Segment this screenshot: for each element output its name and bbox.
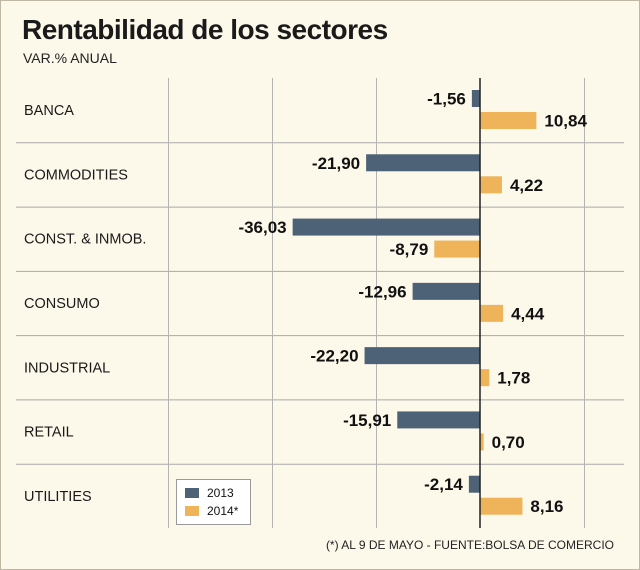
data-label: 8,16 bbox=[530, 497, 563, 516]
legend-swatch-2013 bbox=[185, 488, 199, 498]
bar bbox=[412, 282, 480, 300]
bar bbox=[468, 475, 480, 493]
category-label: BANCA bbox=[24, 103, 74, 119]
category-label: CONST. & INMOB. bbox=[24, 232, 146, 248]
chart-subtitle: VAR.% ANUAL bbox=[23, 50, 117, 66]
data-label: 4,44 bbox=[511, 304, 545, 323]
data-label: -1,56 bbox=[427, 90, 466, 109]
legend-swatch-2014 bbox=[185, 506, 199, 516]
category-label: RETAIL bbox=[24, 425, 74, 441]
bar bbox=[480, 176, 502, 194]
data-label: -21,90 bbox=[312, 154, 360, 173]
bar bbox=[480, 497, 523, 515]
bar bbox=[434, 240, 480, 258]
bar bbox=[480, 369, 490, 387]
legend-item-2013: 2013 bbox=[185, 486, 234, 500]
data-label: 10,84 bbox=[544, 112, 587, 131]
category-label: UTILITIES bbox=[24, 489, 92, 505]
bar bbox=[480, 112, 537, 129]
legend-label-2014: 2014* bbox=[207, 504, 239, 518]
category-label: COMMODITIES bbox=[24, 167, 128, 183]
chart-title: Rentabilidad de los sectores bbox=[22, 14, 388, 45]
category-label: INDUSTRIAL bbox=[24, 360, 110, 376]
bar bbox=[366, 154, 480, 172]
data-label: -36,03 bbox=[238, 218, 286, 237]
data-label: -8,79 bbox=[390, 240, 429, 259]
legend-item-2014: 2014* bbox=[185, 504, 238, 518]
bar bbox=[480, 304, 504, 322]
legend: 2013 2014* bbox=[176, 479, 251, 525]
data-label: -15,91 bbox=[343, 411, 391, 430]
data-label: -22,20 bbox=[310, 347, 358, 366]
data-label: -2,14 bbox=[424, 475, 463, 494]
legend-label-2013: 2013 bbox=[207, 486, 234, 500]
bar bbox=[292, 218, 480, 236]
data-label: 0,70 bbox=[492, 433, 525, 452]
bar bbox=[397, 411, 480, 429]
footnote: (*) AL 9 DE MAYO - FUENTE:BOLSA DE COMER… bbox=[325, 538, 614, 552]
data-label: 1,78 bbox=[497, 369, 530, 388]
data-label: 4,22 bbox=[510, 176, 543, 195]
bar bbox=[480, 433, 484, 451]
bar bbox=[364, 347, 480, 365]
bar bbox=[471, 90, 480, 107]
data-label: -12,96 bbox=[358, 282, 406, 301]
category-label: CONSUMO bbox=[24, 296, 100, 312]
